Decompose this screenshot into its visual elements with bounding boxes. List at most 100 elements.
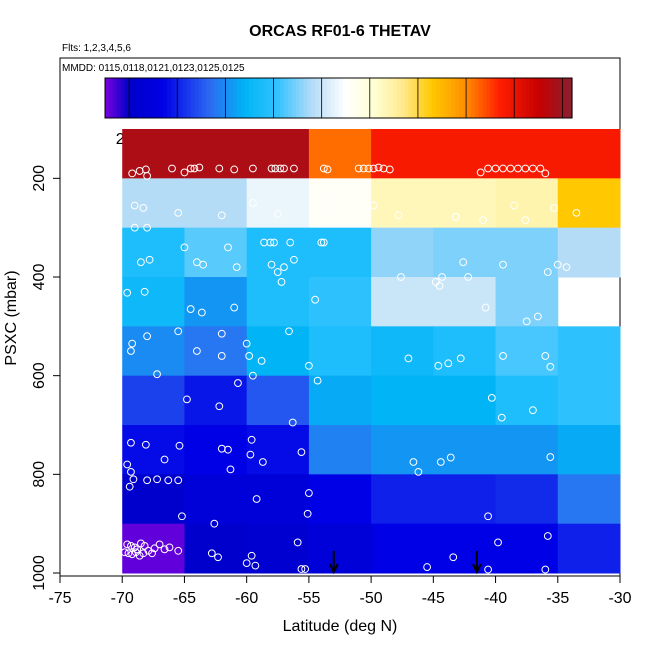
observation-point bbox=[394, 211, 403, 220]
observation-point bbox=[141, 440, 150, 449]
observation-point bbox=[541, 169, 550, 178]
observation-point bbox=[543, 268, 552, 276]
observation-point bbox=[528, 164, 537, 173]
heatmap-cell bbox=[308, 277, 372, 327]
observation-point bbox=[476, 168, 485, 177]
colorbar-segment bbox=[556, 78, 561, 118]
colorbar-segment bbox=[377, 78, 382, 118]
observation-point bbox=[248, 164, 257, 173]
observation-point bbox=[510, 201, 519, 210]
heatmap-cell bbox=[184, 178, 248, 229]
heatmap-cell bbox=[122, 375, 185, 426]
observation-point bbox=[180, 243, 189, 252]
heatmap-cell bbox=[495, 375, 559, 426]
colorbar-segment bbox=[151, 78, 157, 118]
observation-point bbox=[304, 489, 313, 497]
colorbar-segment bbox=[536, 78, 542, 118]
heatmap-cell bbox=[433, 474, 497, 525]
observation-point bbox=[128, 339, 137, 348]
heatmap-cell bbox=[495, 277, 559, 327]
x-tick-label: -60 bbox=[235, 590, 258, 607]
colorbar-segment bbox=[159, 78, 164, 118]
colorbar-segment bbox=[194, 78, 199, 118]
observation-point bbox=[214, 553, 222, 562]
heatmap-cell bbox=[557, 129, 621, 179]
observation-point bbox=[174, 546, 183, 555]
colorbar-segment bbox=[132, 78, 137, 118]
heatmap-cell bbox=[433, 227, 497, 278]
observation-point bbox=[288, 418, 297, 427]
observation-point bbox=[521, 216, 530, 225]
x-tick-label: -75 bbox=[48, 590, 71, 607]
observation-point bbox=[210, 519, 219, 528]
colorbar-segment bbox=[463, 78, 468, 118]
colorbar-segment bbox=[229, 78, 235, 118]
colorbar-segment bbox=[338, 78, 343, 118]
colorbar-segment bbox=[233, 78, 238, 118]
colorbar-segment bbox=[124, 78, 129, 118]
colorbar-segment bbox=[548, 78, 554, 118]
colorbar-segment bbox=[108, 78, 114, 118]
observation-point bbox=[153, 475, 161, 484]
observation-point bbox=[514, 164, 522, 173]
colorbar-segment bbox=[342, 78, 347, 118]
colorbar-segment bbox=[385, 78, 390, 118]
observation-point bbox=[190, 164, 199, 173]
observation-point bbox=[129, 475, 138, 484]
observation-point bbox=[120, 548, 129, 557]
colorbar-segment bbox=[143, 78, 149, 118]
observation-point bbox=[246, 450, 255, 459]
heatmap-cell bbox=[308, 178, 372, 229]
colorbar-segment bbox=[225, 78, 231, 118]
observation-point bbox=[369, 164, 378, 173]
colorbar-segment bbox=[478, 78, 484, 118]
observation-point bbox=[369, 201, 378, 210]
colorbar-segment bbox=[365, 78, 371, 118]
observation-point bbox=[536, 164, 545, 173]
observation-point bbox=[487, 393, 496, 402]
colorbar-segment bbox=[525, 78, 530, 118]
heatmap-cell bbox=[246, 425, 310, 475]
colorbar-segment bbox=[182, 78, 188, 118]
colorbar-segment bbox=[248, 78, 254, 118]
observation-point bbox=[175, 441, 184, 450]
colorbar-segment bbox=[311, 78, 316, 118]
heatmap-cell bbox=[246, 227, 310, 278]
y-tick-label: 400 bbox=[31, 264, 48, 291]
observation-point bbox=[180, 168, 189, 177]
observation-point bbox=[479, 216, 488, 225]
heatmap-cell bbox=[433, 425, 497, 475]
heatmap-cell bbox=[122, 178, 185, 229]
observation-point bbox=[124, 549, 133, 558]
colorbar-segment bbox=[213, 78, 219, 118]
x-axis: -75 -70 -65 -60 -55 -50 -45 -40 -35 -30 bbox=[48, 576, 632, 607]
observation-point bbox=[541, 352, 550, 360]
position-markers bbox=[328, 551, 482, 575]
colorbar-segment bbox=[272, 78, 277, 118]
observation-point bbox=[313, 376, 322, 385]
observation-point bbox=[130, 223, 139, 232]
colorbar-segment bbox=[466, 78, 472, 118]
observation-point bbox=[553, 260, 562, 269]
observation-point bbox=[404, 354, 413, 363]
observation-point bbox=[168, 164, 176, 173]
observation-point bbox=[303, 509, 312, 518]
observation-point bbox=[522, 317, 531, 326]
colorbar-segment bbox=[155, 78, 161, 118]
colorbar-segment bbox=[241, 78, 246, 118]
observation-point bbox=[491, 164, 500, 173]
observation-point bbox=[533, 312, 542, 321]
heatmap-cell bbox=[246, 375, 310, 426]
observation-point bbox=[226, 465, 235, 474]
colorbar-segment bbox=[544, 78, 550, 118]
colorbar-segment bbox=[276, 78, 281, 118]
observation-point bbox=[160, 455, 169, 464]
heatmap-cell bbox=[184, 375, 248, 426]
observation-point bbox=[160, 545, 169, 554]
heatmap-cell bbox=[246, 523, 310, 574]
colorbar-segment bbox=[280, 78, 285, 118]
observation-point bbox=[130, 543, 139, 552]
colorbar-segment bbox=[147, 78, 153, 118]
heatmap-cell bbox=[433, 326, 497, 377]
observation-point bbox=[290, 164, 298, 173]
